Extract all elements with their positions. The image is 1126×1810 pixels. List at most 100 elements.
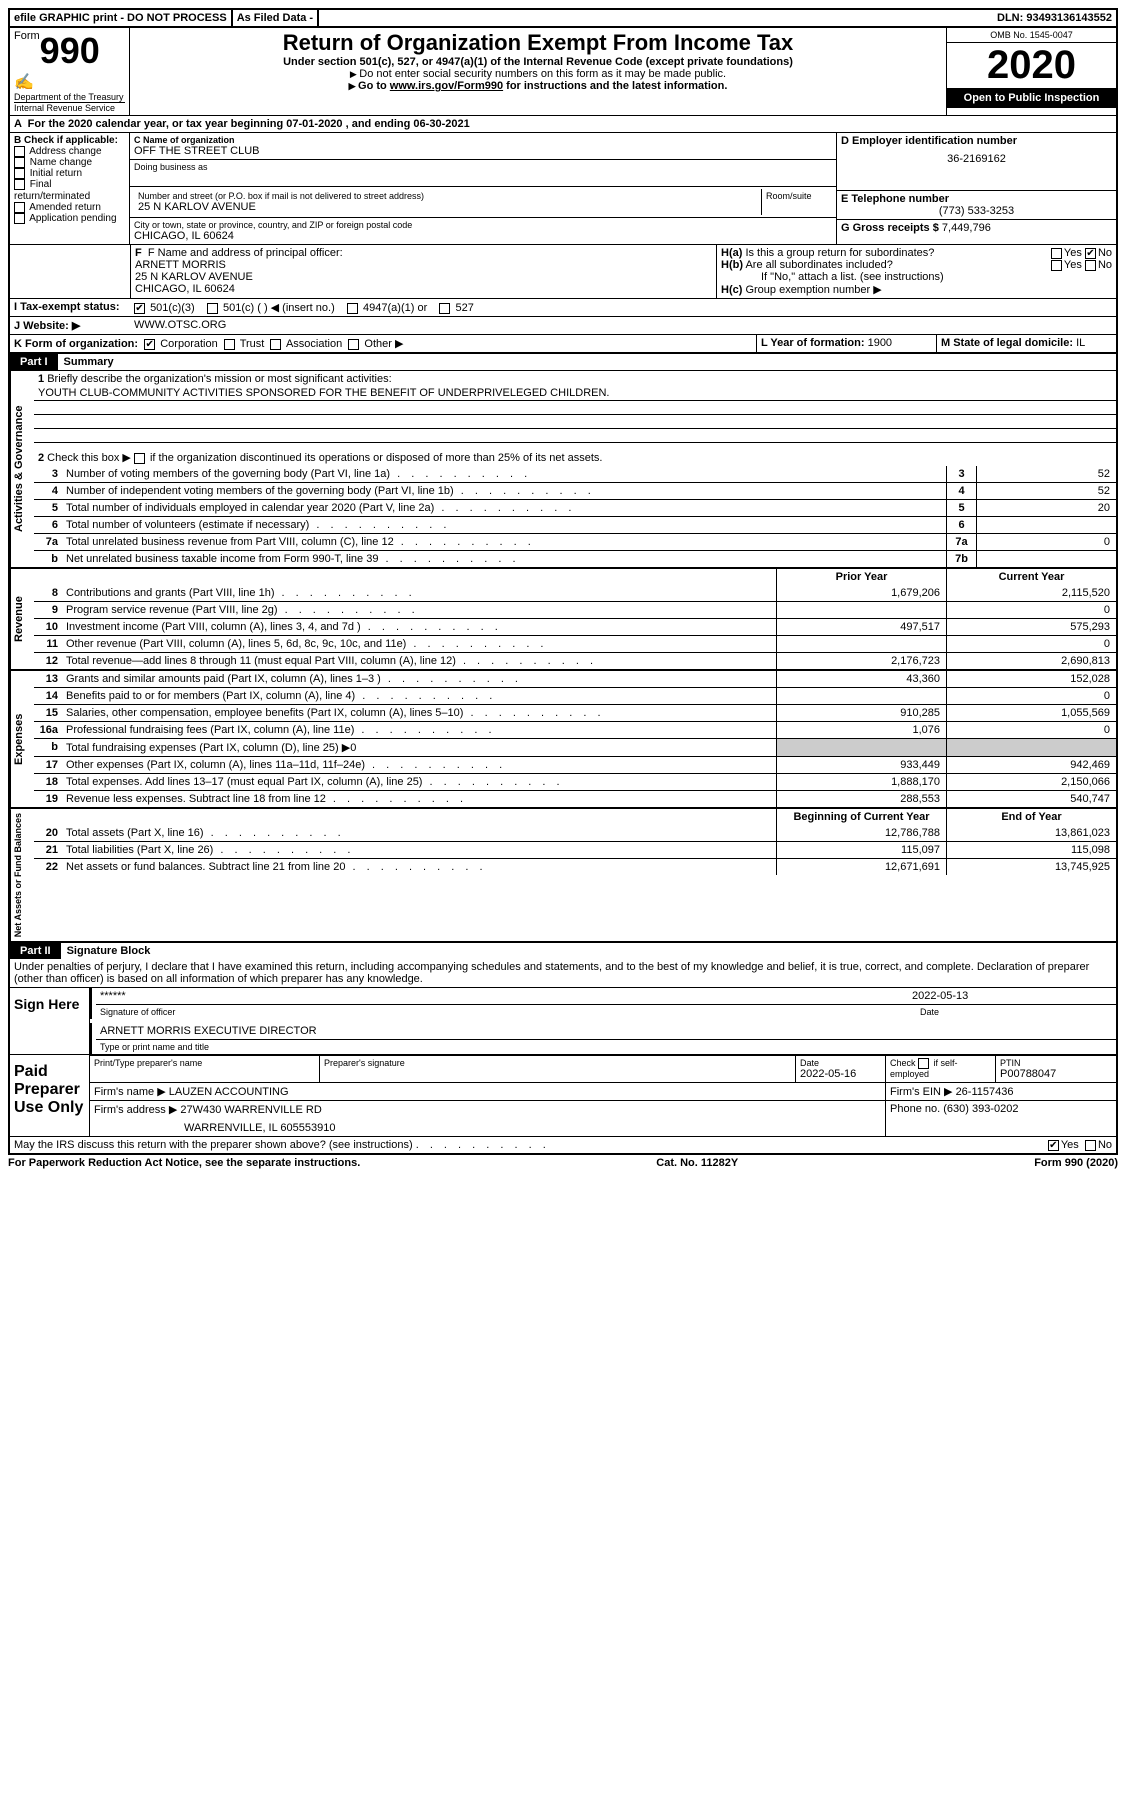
501c-checkbox[interactable] (207, 303, 218, 314)
501c-label: 501(c) ( ) ◀ (insert no.) (223, 302, 335, 314)
perjury-text: Under penalties of perjury, I declare th… (10, 959, 1116, 987)
assoc-checkbox[interactable] (270, 339, 281, 350)
form990-link[interactable]: www.irs.gov/Form990 (390, 80, 503, 92)
line-num: 17 (34, 757, 62, 773)
527-checkbox[interactable] (439, 303, 450, 314)
summary-line: 4 Number of independent voting members o… (34, 482, 1116, 499)
initial-return-label: Initial return (30, 168, 82, 179)
summary-line: 15 Salaries, other compensation, employe… (34, 704, 1116, 721)
line-desc: Program service revenue (Part VIII, line… (62, 602, 776, 618)
discuss-text: May the IRS discuss this return with the… (14, 1139, 413, 1151)
current-value: 152,028 (946, 671, 1116, 687)
mission-text: YOUTH CLUB-COMMUNITY ACTIVITIES SPONSORE… (34, 387, 1116, 401)
line-value: 52 (976, 483, 1116, 499)
line-desc: Total unrelated business revenue from Pa… (62, 534, 946, 550)
line-desc: Total revenue—add lines 8 through 11 (mu… (62, 653, 776, 669)
gross-receipts: 7,449,796 (942, 222, 991, 234)
asfiled-text: As Filed Data - (233, 10, 319, 26)
hb-no-checkbox[interactable] (1085, 260, 1096, 271)
current-value: 0 (946, 688, 1116, 704)
app-pending-label: Application pending (29, 213, 116, 224)
line-box: 6 (946, 517, 976, 533)
trust-label: Trust (240, 338, 265, 350)
final-return-checkbox[interactable] (14, 179, 25, 190)
sign-here-label: Sign Here (10, 988, 90, 1054)
form-word: Form (14, 30, 40, 42)
line-num: 4 (34, 483, 62, 499)
line-num: 14 (34, 688, 62, 704)
4947-checkbox[interactable] (347, 303, 358, 314)
amended-return-checkbox[interactable] (14, 202, 25, 213)
line-num: 11 (34, 636, 62, 652)
vlabel-gov: Activities & Governance (10, 371, 34, 567)
line-desc: Revenue less expenses. Subtract line 18 … (62, 791, 776, 807)
open-public: Open to Public Inspection (947, 88, 1116, 108)
discuss-yes-checkbox[interactable] (1048, 1140, 1059, 1151)
line-num: 19 (34, 791, 62, 807)
line-desc: Benefits paid to or for members (Part IX… (62, 688, 776, 704)
line-num: 12 (34, 653, 62, 669)
vlabel-exp: Expenses (10, 671, 34, 807)
prior-year-head: Prior Year (776, 569, 946, 585)
corp-label: Corporation (160, 338, 217, 350)
current-value: 575,293 (946, 619, 1116, 635)
ha-yes-checkbox[interactable] (1051, 248, 1062, 259)
irs-text: Internal Revenue Service (14, 102, 125, 113)
line-desc: Total number of volunteers (estimate if … (62, 517, 946, 533)
line-num: 10 (34, 619, 62, 635)
prior-value: 933,449 (776, 757, 946, 773)
omb-number: OMB No. 1545-0047 (947, 28, 1116, 43)
prep-date-label: Date (800, 1058, 881, 1068)
row-a-text: For the 2020 calendar year, or tax year … (28, 118, 470, 130)
ha-no-checkbox[interactable] (1085, 248, 1096, 259)
firm-addr-label: Firm's address ▶ (94, 1104, 177, 1116)
line-num: 22 (34, 859, 62, 875)
current-value: 115,098 (946, 842, 1116, 858)
501c3-label: 501(c)(3) (150, 302, 195, 314)
ptin-value: P00788047 (1000, 1068, 1112, 1080)
current-value: 13,745,925 (946, 859, 1116, 875)
firm-ein: 26-1157436 (956, 1086, 1014, 1098)
4947-label: 4947(a)(1) or (363, 302, 427, 314)
addr-change-checkbox[interactable] (14, 146, 25, 157)
prep-name-label: Print/Type preparer's name (94, 1058, 315, 1068)
line-desc: Number of independent voting members of … (62, 483, 946, 499)
discuss-no-checkbox[interactable] (1085, 1140, 1096, 1151)
prior-value: 1,679,206 (776, 585, 946, 601)
other-checkbox[interactable] (348, 339, 359, 350)
goto-post: for instructions and the latest informat… (503, 80, 727, 92)
summary-line: 18 Total expenses. Add lines 13–17 (must… (34, 773, 1116, 790)
trust-checkbox[interactable] (224, 339, 235, 350)
line-desc: Total expenses. Add lines 13–17 (must eq… (62, 774, 776, 790)
self-emp-checkbox[interactable] (918, 1058, 929, 1069)
form-header: Form990 ✍ Department of the Treasury Int… (10, 28, 1116, 115)
prior-value (776, 739, 946, 756)
officer-addr2: CHICAGO, IL 60624 (135, 283, 712, 295)
line-num: 9 (34, 602, 62, 618)
prior-value: 288,553 (776, 791, 946, 807)
prior-value: 497,517 (776, 619, 946, 635)
line-desc: Total fundraising expenses (Part IX, col… (62, 739, 776, 756)
discontinued-checkbox[interactable] (134, 453, 145, 464)
app-pending-checkbox[interactable] (14, 213, 25, 224)
summary-line: 17 Other expenses (Part IX, column (A), … (34, 756, 1116, 773)
501c3-checkbox[interactable] (134, 303, 145, 314)
line-desc: Investment income (Part VIII, column (A)… (62, 619, 776, 635)
corp-checkbox[interactable] (144, 339, 155, 350)
initial-return-checkbox[interactable] (14, 168, 25, 179)
top-bar: efile GRAPHIC print - DO NOT PROCESS As … (8, 8, 1118, 28)
527-label: 527 (456, 302, 474, 314)
hb-yes-checkbox[interactable] (1051, 260, 1062, 271)
name-change-checkbox[interactable] (14, 157, 25, 168)
summary-line: b Total fundraising expenses (Part IX, c… (34, 738, 1116, 756)
line-value: 20 (976, 500, 1116, 516)
summary-line: 21 Total liabilities (Part X, line 26) 1… (34, 841, 1116, 858)
form-subtitle: Under section 501(c), 527, or 4947(a)(1)… (134, 56, 942, 68)
vlabel-rev: Revenue (10, 569, 34, 669)
type-label: Type or print name and title (96, 1040, 1116, 1054)
prior-value: 43,360 (776, 671, 946, 687)
ha-yes-label: Yes (1064, 247, 1082, 259)
line-desc: Total assets (Part X, line 16) (62, 825, 776, 841)
summary-line: 8 Contributions and grants (Part VIII, l… (34, 585, 1116, 601)
addr-change-label: Address change (29, 146, 101, 157)
